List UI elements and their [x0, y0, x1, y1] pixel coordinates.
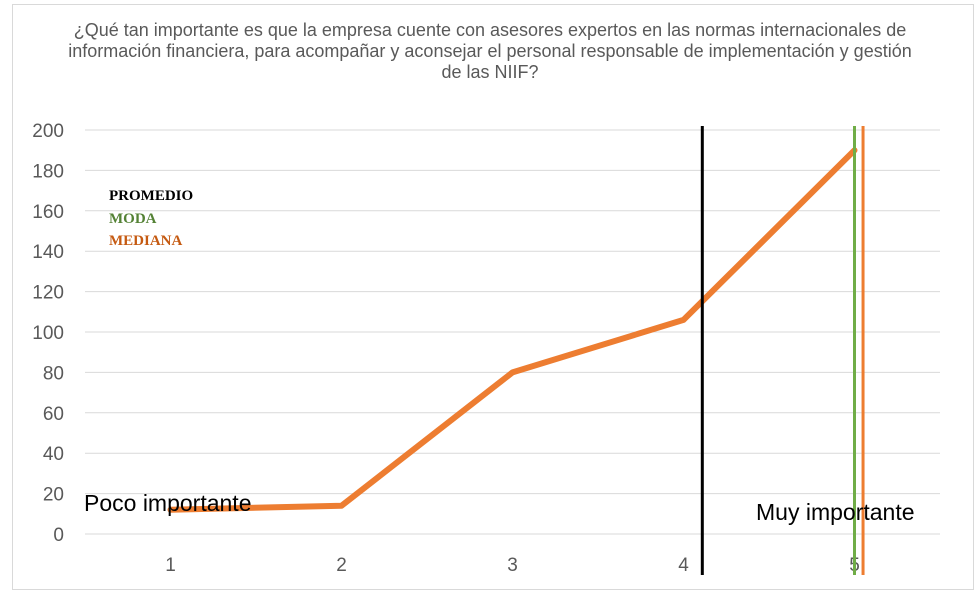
annotation-poco-importante: Poco importante	[84, 490, 252, 516]
x-tick-label: 4	[678, 555, 689, 576]
chart-title: ¿Qué tan importante es que la empresa cu…	[68, 20, 912, 82]
series-line	[167, 147, 858, 513]
annotation-muy-importante: Muy importante	[756, 499, 915, 525]
y-tick-label: 160	[32, 202, 64, 223]
y-tick-label: 140	[32, 242, 64, 263]
y-tick-label: 120	[32, 283, 64, 304]
x-tick-label: 3	[507, 555, 518, 576]
series-layer	[167, 147, 858, 513]
x-tick-label: 2	[336, 555, 347, 576]
y-tick-label: 0	[53, 525, 64, 546]
legend-moda: MODA	[109, 211, 157, 227]
y-tick-label: 20	[43, 485, 64, 506]
chart-frame	[12, 4, 974, 590]
legend-promedio: PROMEDIO	[109, 188, 194, 204]
y-tick-label: 200	[32, 121, 64, 142]
legend-mediana: MEDIANA	[109, 233, 183, 249]
reference-lines	[700, 126, 865, 575]
x-tick-label: 1	[165, 555, 176, 576]
y-tick-label: 100	[32, 323, 64, 344]
x-axis-ticks: 12345	[165, 555, 860, 576]
y-tick-label: 60	[43, 404, 64, 425]
y-tick-label: 40	[43, 444, 64, 465]
y-tick-label: 80	[43, 363, 64, 384]
y-tick-label: 180	[32, 161, 64, 182]
y-axis-ticks: 0 20 40 60 80 100 120 140 160 180 200	[32, 121, 64, 546]
